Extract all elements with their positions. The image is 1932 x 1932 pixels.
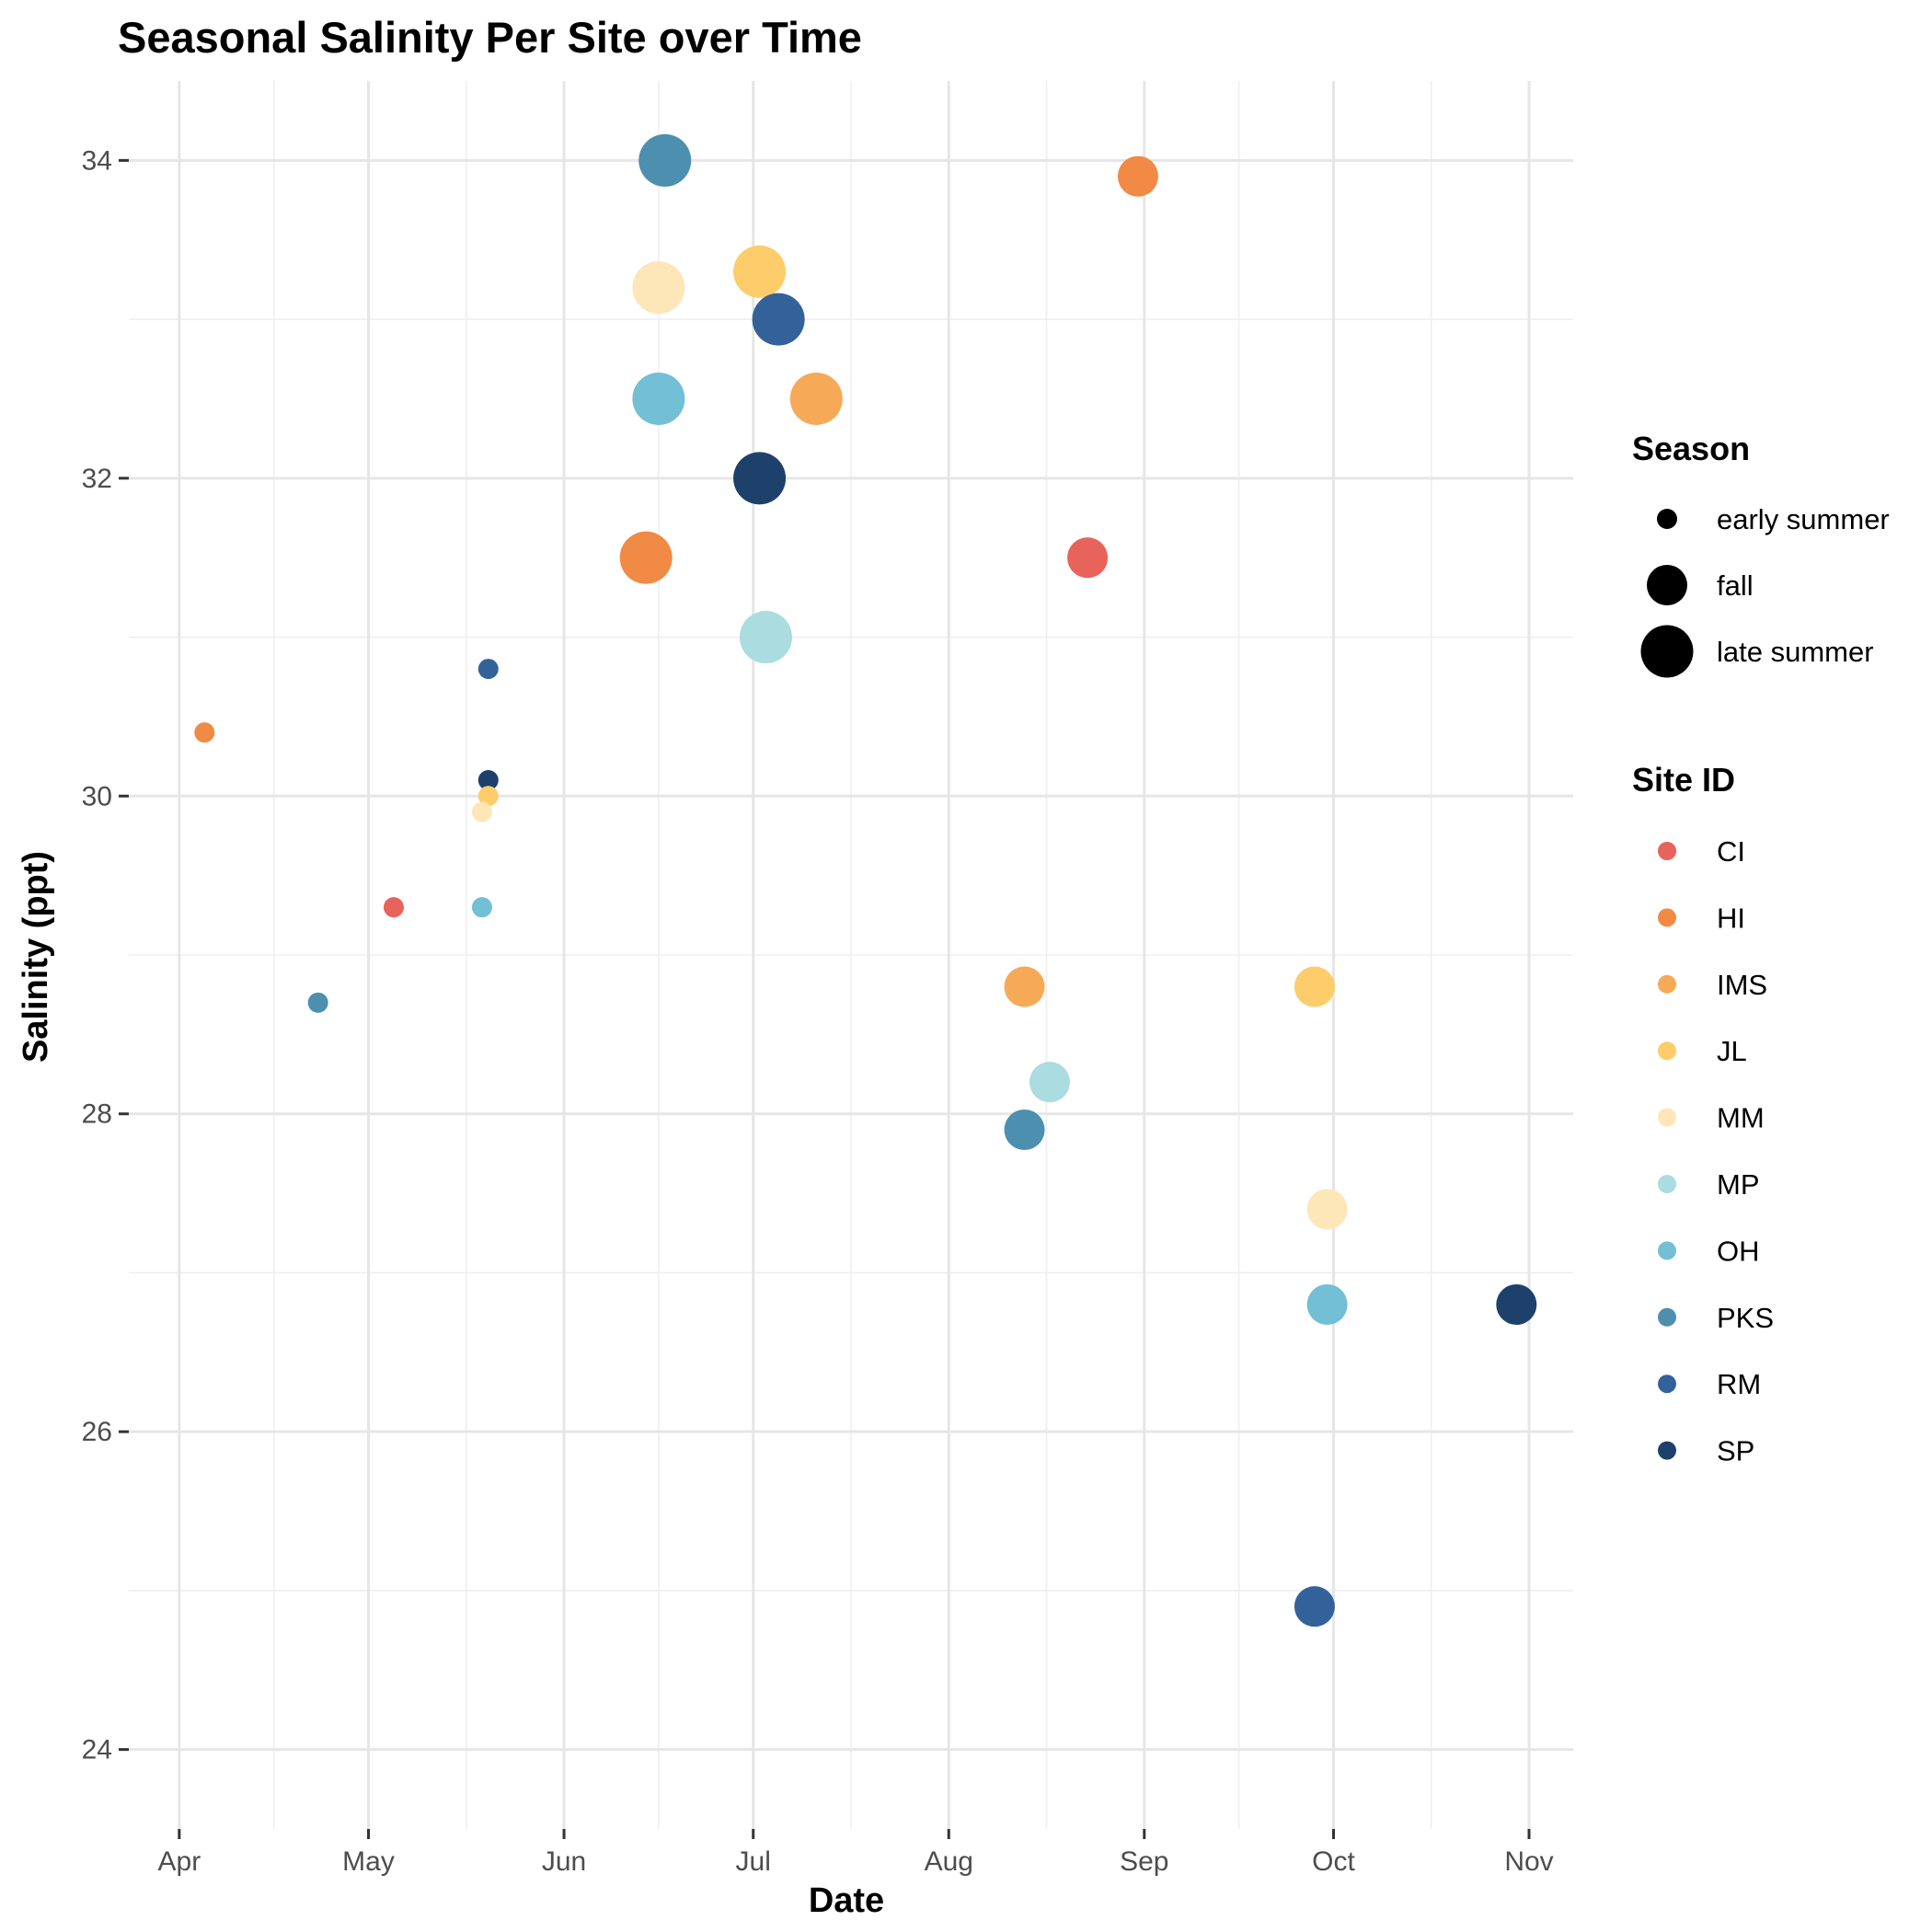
x-tick-label: Oct: [1312, 1846, 1355, 1877]
point-jl: [477, 786, 499, 807]
point-ci: [383, 897, 404, 918]
season-key-dot: [1647, 565, 1687, 605]
site-key-dot: [1658, 1241, 1676, 1260]
site-legend-label: SP: [1717, 1435, 1754, 1467]
season-legend-label: fall: [1717, 569, 1754, 602]
site-key-dot: [1658, 974, 1676, 994]
season-legend-title: Season: [1632, 430, 1750, 467]
season-key-dot: [1640, 625, 1694, 678]
site-key-dot: [1658, 1108, 1676, 1127]
point-pks: [307, 992, 328, 1013]
site-key-dot: [1658, 1374, 1676, 1394]
point-hi: [194, 722, 215, 743]
site-key-dot: [1658, 1175, 1676, 1193]
site-legend-title: Site ID: [1632, 761, 1735, 799]
minor-gridlines: [129, 81, 1573, 1829]
point-sp: [733, 452, 787, 505]
point-sp: [1496, 1284, 1537, 1325]
site-key-dot: [1658, 1307, 1676, 1327]
point-ims: [789, 372, 843, 425]
point-rm: [752, 293, 805, 346]
x-tick-label: May: [342, 1846, 395, 1877]
site-legend-label: MM: [1717, 1102, 1765, 1134]
site-key-dot: [1658, 908, 1676, 927]
point-mp: [1029, 1062, 1070, 1103]
y-tick-label: 26: [82, 1417, 112, 1447]
y-tick-label: 34: [82, 145, 112, 176]
site-legend-label: CI: [1717, 835, 1745, 868]
point-pks: [638, 133, 692, 187]
x-axis: Apr May Jun Jul Aug Sep Oct Nov: [158, 1829, 1554, 1877]
x-axis-title: Date: [809, 1881, 884, 1920]
point-sp: [477, 770, 499, 790]
point-jl: [1294, 966, 1335, 1007]
x-tick-label: Aug: [925, 1846, 973, 1877]
major-gridlines: [129, 81, 1573, 1829]
site-key-dot: [1658, 842, 1676, 860]
x-tick-label: Jul: [736, 1846, 771, 1877]
season-legend-label: early summer: [1717, 503, 1890, 535]
point-ims: [1004, 966, 1045, 1007]
site-legend-label: IMS: [1717, 969, 1767, 1001]
site-key-dot: [1658, 1441, 1676, 1460]
site-legend-label: PKS: [1717, 1302, 1774, 1334]
point-mm: [471, 801, 492, 822]
point-oh: [1306, 1284, 1348, 1325]
point-rm: [1294, 1586, 1335, 1627]
y-tick-label: 30: [82, 781, 112, 811]
site-legend-label: OH: [1717, 1235, 1760, 1267]
y-tick-label: 24: [82, 1735, 112, 1765]
point-rm: [477, 659, 499, 680]
y-axis: 24 26 28 30 32 34: [82, 145, 129, 1765]
plot-panel: [129, 81, 1573, 1829]
point-hi: [619, 531, 673, 584]
point-oh: [632, 372, 685, 425]
site-legend-label: JL: [1717, 1035, 1747, 1067]
y-axis-title: Salinity (ppt): [17, 851, 55, 1063]
season-legend: Season early summer fall late summer: [1632, 430, 1890, 678]
point-mp: [739, 611, 792, 664]
x-tick-label: Jun: [542, 1846, 586, 1877]
chart-title: Seasonal Salinity Per Site over Time: [118, 13, 862, 62]
x-tick-label: Sep: [1120, 1846, 1168, 1877]
site-id-legend: Site ID CI HI IMS JL MM MP OH PKS RM SP: [1632, 761, 1774, 1467]
site-legend-label: RM: [1717, 1368, 1761, 1400]
site-key-dot: [1658, 1041, 1676, 1061]
data-points: [194, 133, 1537, 1627]
y-tick-label: 28: [82, 1099, 112, 1130]
season-legend-label: late summer: [1717, 636, 1874, 668]
point-hi: [1117, 155, 1158, 197]
y-tick-label: 32: [82, 464, 112, 494]
point-mm: [1306, 1189, 1348, 1230]
season-key-dot: [1657, 509, 1677, 529]
point-jl: [733, 245, 787, 298]
point-mm: [632, 261, 685, 315]
site-legend-label: HI: [1717, 902, 1745, 934]
site-legend-label: MP: [1717, 1168, 1760, 1201]
point-ci: [1067, 537, 1109, 579]
point-oh: [471, 897, 492, 918]
x-tick-label: Apr: [158, 1846, 201, 1877]
point-pks: [1004, 1110, 1045, 1150]
x-tick-label: Nov: [1504, 1846, 1553, 1877]
